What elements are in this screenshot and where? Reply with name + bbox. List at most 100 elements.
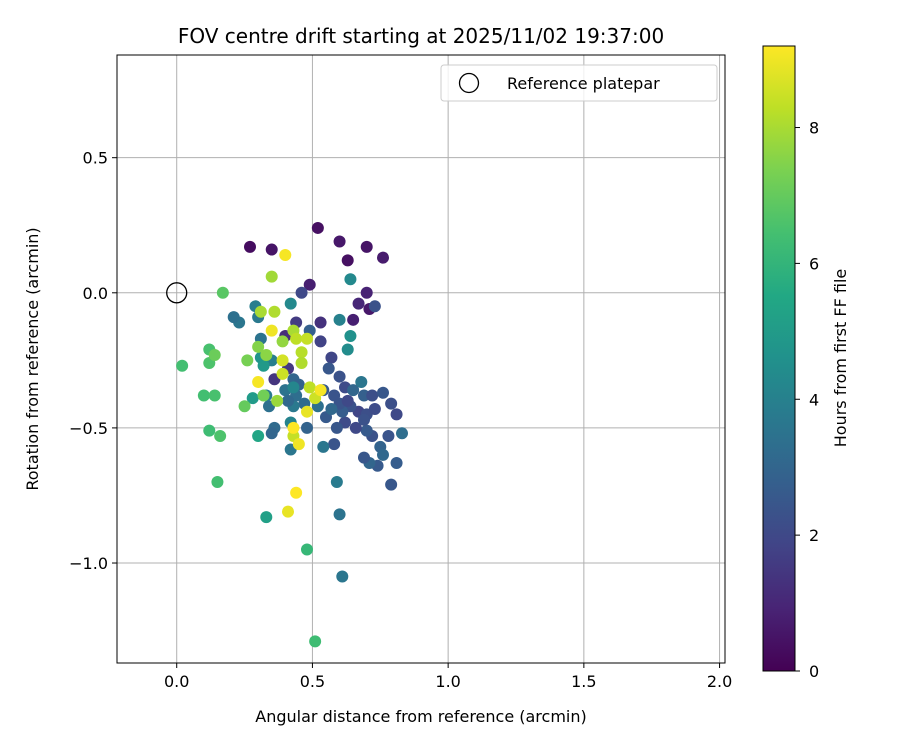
data-point [301,405,313,418]
legend-box [440,64,718,102]
data-point [377,448,389,461]
legend-label: Reference platepar [507,74,660,93]
data-point [252,375,265,388]
data-point [333,235,346,248]
data-point [208,389,221,402]
data-point [276,335,289,348]
data-point [279,248,292,261]
data-point [341,254,354,267]
data-point [282,505,294,518]
data-point [330,475,343,488]
data-point [295,346,308,359]
legend-marker-icon [458,72,480,94]
data-point [347,313,360,326]
y-tick-label: 0.5 [83,149,108,168]
y-tick-label: 0.0 [83,284,108,303]
x-tick-label: 0.5 [300,672,325,691]
data-point [314,384,327,397]
data-point [284,297,297,310]
data-point [287,381,300,394]
data-point [360,240,373,253]
data-point [344,330,357,343]
data-point [311,221,324,234]
data-point [252,430,265,443]
data-point [322,362,335,375]
y-tick-label: −0.5 [69,419,108,438]
data-point [290,486,303,499]
data-point [333,313,346,326]
data-point [208,348,221,361]
x-tick-label: 0.0 [164,672,189,691]
data-point [360,424,373,437]
data-point [265,427,278,440]
data-point [396,427,408,440]
data-point [276,354,289,367]
data-point [244,240,256,253]
data-point [328,438,341,451]
data-point [347,384,360,397]
data-point [336,570,349,583]
data-point [276,367,289,380]
colorbar-tick-label: 4 [809,390,819,409]
data-point [390,408,403,421]
data-point [349,421,362,434]
grid-lines [117,55,725,663]
data-point [227,311,240,324]
data-point [301,543,313,556]
data-point [257,359,270,372]
x-tick-label: 1.0 [435,672,460,691]
data-point [211,475,224,488]
data-point [333,508,346,521]
legend: Reference platepar [440,64,718,102]
data-point [309,635,322,648]
data-point [358,451,370,464]
x-tick-label: 2.0 [707,672,732,691]
data-point [377,251,389,264]
data-point [341,394,354,407]
colorbar-tick-label: 0 [809,662,819,681]
data-point [325,402,338,415]
data-point [385,397,398,410]
data-point [352,297,365,310]
x-axis-ticks: 0.0 0.5 1.0 1.5 2.0 [164,663,732,691]
chart-title: FOV centre drift starting at 2025/11/02 … [178,24,664,48]
data-point [341,343,354,356]
data-point [265,243,278,256]
data-point [287,421,300,434]
data-point [257,389,270,402]
data-point [301,332,313,345]
data-point [382,430,395,443]
colorbar-ticks: 0 2 4 6 8 [795,119,819,681]
data-point [197,389,210,402]
data-point [360,286,373,299]
y-axis-ticks: 0.5 0.0 −0.5 −1.0 [69,149,117,573]
data-point [214,430,227,443]
data-point [390,457,403,470]
data-point [260,348,273,361]
data-point [344,273,357,286]
reference-marker-layer [166,282,188,304]
data-point [260,511,273,524]
colorbar-tick-label: 8 [809,119,819,138]
data-point [282,394,294,407]
data-point [355,375,368,388]
data-point [368,402,381,415]
data-point [358,413,370,426]
y-tick-label: −1.0 [69,554,108,573]
data-point [252,340,265,353]
data-point [385,478,398,491]
data-point [271,394,284,407]
data-point [238,400,251,413]
reference-platepar-marker [166,282,188,304]
data-point [241,354,254,367]
data-point [368,300,381,313]
data-point [290,332,303,345]
data-point [176,359,189,372]
x-tick-label: 1.5 [571,672,596,691]
plot-frame [116,54,726,664]
data-point [295,286,308,299]
data-point [314,316,327,329]
data-point [246,392,259,405]
data-point [377,386,389,399]
